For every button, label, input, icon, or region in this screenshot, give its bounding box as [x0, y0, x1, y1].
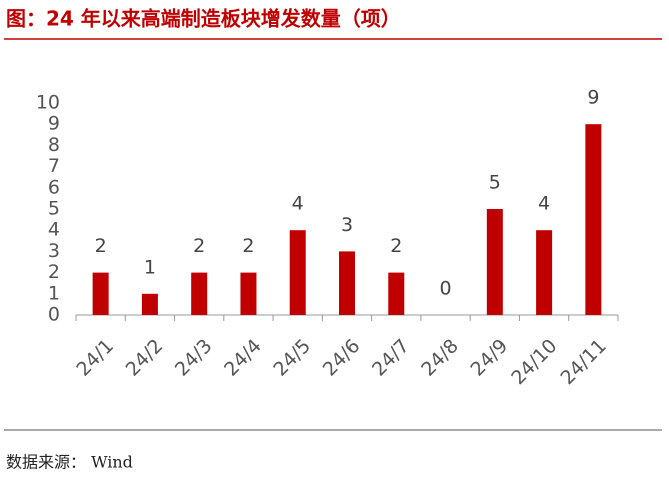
x-tick-label: 24/11 [557, 335, 611, 389]
x-tick-label: 24/6 [319, 335, 365, 381]
value-label: 5 [489, 172, 501, 194]
x-tick-label: 24/4 [220, 335, 266, 381]
bar [388, 272, 405, 315]
value-label: 1 [144, 256, 156, 278]
y-tick-label: 4 [48, 219, 60, 241]
y-tick-label: 1 [48, 282, 60, 304]
x-tick-label: 24/7 [368, 335, 414, 381]
bar [141, 293, 158, 315]
bar [240, 272, 257, 315]
value-label: 2 [242, 235, 254, 257]
y-tick-label: 0 [48, 304, 60, 326]
x-tick-label: 24/8 [417, 335, 463, 381]
x-tick-label: 24/10 [507, 335, 561, 389]
bar [289, 230, 306, 315]
y-tick-label: 6 [48, 176, 60, 198]
value-label: 2 [193, 235, 205, 257]
value-label: 2 [390, 235, 402, 257]
x-tick-label: 24/2 [122, 335, 168, 381]
value-label: 4 [538, 193, 550, 215]
y-tick-label: 8 [48, 134, 60, 156]
y-tick-label: 3 [48, 240, 60, 262]
value-label: 0 [439, 278, 451, 300]
y-tick-label: 9 [48, 113, 60, 135]
chart-title: 图：24 年以来高端制造板块增发数量（项） [6, 7, 401, 31]
y-tick-label: 7 [48, 155, 60, 177]
bar [92, 272, 109, 315]
bar [191, 272, 208, 315]
y-tick-label: 10 [36, 92, 60, 114]
x-tick-label: 24/9 [467, 335, 513, 381]
x-tick-label: 24/5 [269, 335, 315, 381]
value-label: 2 [95, 235, 107, 257]
bar [536, 230, 553, 315]
bar [339, 251, 355, 315]
y-tick-label: 5 [48, 198, 60, 220]
x-tick-label: 24/1 [72, 335, 118, 381]
value-label: 3 [341, 214, 353, 236]
value-label: 9 [587, 87, 599, 109]
source-note: 数据来源： Wind [6, 453, 133, 472]
x-tick-label: 24/3 [171, 335, 217, 381]
bar [585, 124, 602, 315]
y-tick-label: 2 [48, 261, 60, 283]
value-label: 4 [292, 193, 304, 215]
bar [486, 209, 503, 315]
